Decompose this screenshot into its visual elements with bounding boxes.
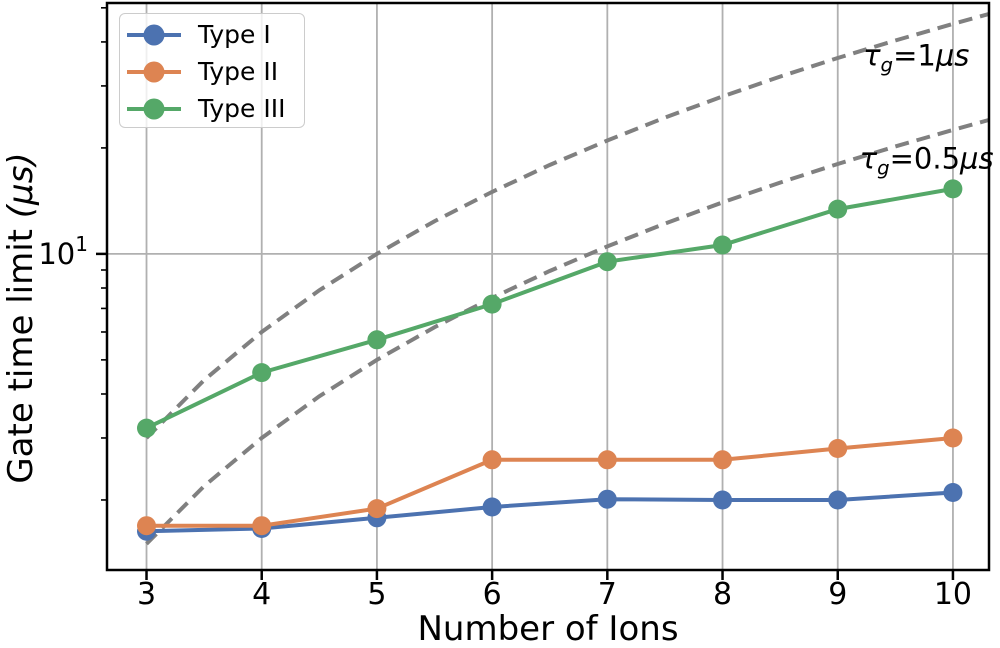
x-axis-label: Number of Ions [417, 609, 679, 648]
y-tick-label: 101 [38, 232, 88, 271]
series-markers-type-ii [137, 428, 963, 536]
legend-item-type-iii: Type III [120, 90, 304, 127]
data-point-type-i-n10 [943, 483, 963, 502]
annotation-units: μs [960, 141, 994, 176]
data-point-type-i-n6 [482, 497, 502, 517]
legend-dot-icon [143, 24, 165, 45]
annotation-units: μs [935, 38, 970, 73]
tau-symbol: τ [859, 141, 878, 176]
series-markers-type-iii [137, 179, 963, 438]
y-axis-label-units: (μs) [1, 152, 41, 219]
data-point-type-ii-n7 [597, 450, 617, 470]
x-tick-label: 7 [598, 577, 617, 612]
x-tick-label: 6 [483, 577, 502, 612]
legend-label: Type I [198, 20, 271, 49]
data-point-type-ii-n4 [252, 516, 272, 536]
data-point-type-i-n9 [828, 490, 848, 510]
data-point-type-ii-n5 [367, 499, 387, 519]
data-point-type-iii-n4 [252, 363, 272, 383]
legend-item-type-i: Type I [120, 16, 304, 53]
ticks [96, 7, 955, 580]
data-point-type-iii-n7 [597, 252, 617, 272]
data-point-type-iii-n3 [137, 418, 156, 438]
data-point-type-iii-n5 [367, 330, 387, 350]
x-tick-label: 3 [137, 577, 156, 612]
data-point-type-iii-n9 [828, 199, 848, 219]
reference-curve-tau-1us [145, 12, 990, 440]
x-tick-label: 4 [252, 577, 271, 612]
x-tick-label: 9 [828, 577, 847, 612]
data-point-type-ii-n3 [137, 516, 156, 536]
y-axis-label-text: Gate time limit [1, 218, 41, 484]
legend-label: Type III [198, 94, 286, 123]
data-point-type-ii-n6 [482, 450, 502, 470]
series-line-type-ii [144, 436, 955, 528]
legend: Type I Type II Type III [119, 13, 305, 128]
legend-dot-icon [143, 98, 165, 119]
reference-curve-tau-0p5us [145, 118, 990, 546]
x-tick-label: 10 [934, 577, 972, 612]
legend-marker-type-iii [127, 98, 181, 120]
data-point-type-iii-n10 [943, 179, 963, 199]
x-tick-label: 5 [367, 577, 386, 612]
data-point-type-iii-n8 [713, 235, 732, 255]
x-tick-label: 8 [713, 577, 732, 612]
legend-label: Type II [198, 57, 279, 86]
data-point-type-i-n8 [713, 490, 732, 510]
y-axis-label: Gate time limit (μs) [1, 152, 41, 484]
legend-item-type-ii: Type II [120, 53, 304, 90]
data-point-type-ii-n9 [828, 439, 848, 458]
data-point-type-i-n7 [597, 489, 617, 509]
legend-marker-type-i [127, 24, 181, 46]
series-line-type-i [144, 490, 955, 534]
legend-marker-type-ii [127, 61, 181, 83]
data-point-type-ii-n10 [943, 428, 963, 448]
tau-subscript: g [880, 53, 894, 77]
y-tick-label-exponent: 1 [75, 232, 88, 256]
tau-subscript: g [877, 156, 890, 180]
annotation-value: =1 [893, 38, 936, 73]
data-point-type-ii-n8 [713, 450, 732, 470]
plot-border [105, 1, 991, 572]
legend-dot-icon [143, 61, 165, 82]
data-point-type-iii-n6 [482, 294, 502, 314]
y-tick-label-base: 10 [38, 237, 75, 271]
annotation-tau-1us: τg=1μs [863, 38, 970, 75]
annotation-value: =0.5 [889, 141, 961, 176]
series-line-type-iii [144, 186, 955, 431]
annotation-tau-0p5us: τg=0.5μs [859, 141, 994, 178]
tau-symbol: τ [863, 38, 881, 73]
